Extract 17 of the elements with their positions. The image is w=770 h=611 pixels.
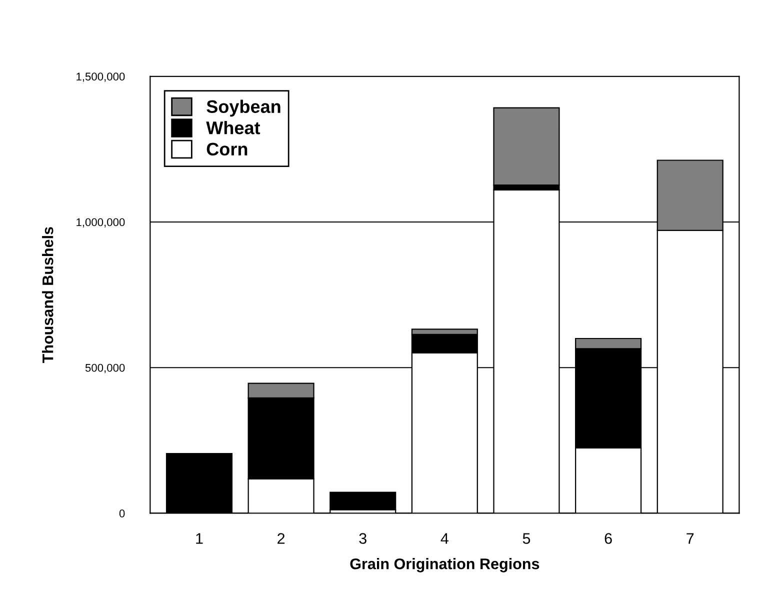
legend-label: Corn bbox=[206, 142, 248, 156]
x-tick-label: 6 bbox=[604, 533, 612, 544]
x-tick-label: 7 bbox=[686, 533, 694, 544]
y-axis-title: Thousand Bushels bbox=[42, 227, 54, 363]
legend-label: Wheat bbox=[206, 121, 260, 134]
y-tick-label: 0 bbox=[119, 510, 125, 518]
x-tick-label: 4 bbox=[440, 533, 448, 544]
x-tick-label: 3 bbox=[359, 533, 366, 544]
bar bbox=[330, 492, 396, 510]
x-tick-label: 5 bbox=[522, 533, 530, 544]
x-tick-label: 2 bbox=[278, 533, 285, 544]
y-tick-label: 500,000 bbox=[85, 364, 125, 374]
x-tick-label: 1 bbox=[196, 533, 203, 544]
legend-label: Soybean bbox=[206, 100, 280, 117]
x-axis-title: Grain Origination Regions bbox=[350, 558, 540, 572]
y-tick-label: 1,000,000 bbox=[76, 218, 125, 228]
y-tick-label: 1,500,000 bbox=[76, 72, 125, 82]
